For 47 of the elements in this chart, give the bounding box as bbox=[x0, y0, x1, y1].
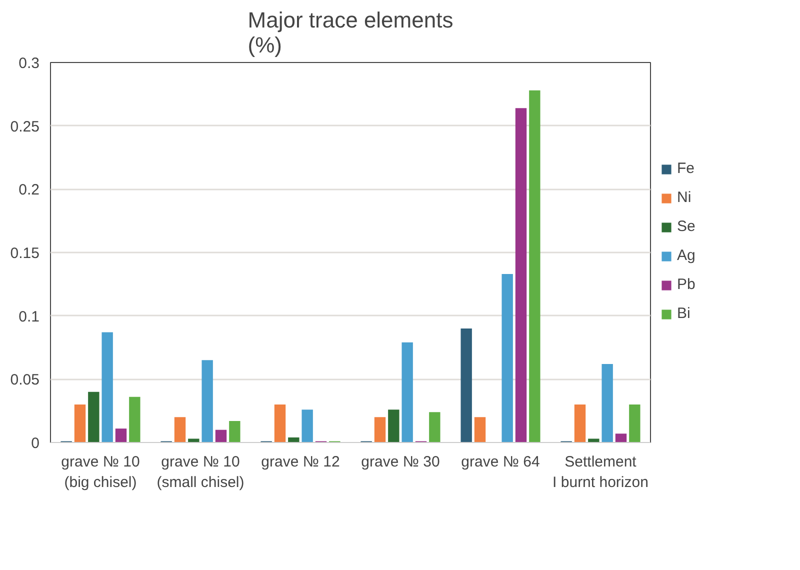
bar bbox=[588, 438, 600, 442]
bar bbox=[615, 434, 627, 442]
y-tick-label: 0.2 bbox=[18, 182, 40, 199]
bar bbox=[202, 360, 213, 442]
x-tick-label: grave № 12 bbox=[261, 454, 340, 470]
bar bbox=[129, 396, 140, 442]
bar bbox=[188, 438, 200, 442]
bar bbox=[629, 404, 640, 442]
legend-label: Ag bbox=[677, 247, 696, 264]
bar bbox=[515, 108, 527, 442]
bar bbox=[529, 90, 540, 442]
bar bbox=[74, 404, 86, 442]
bar bbox=[388, 410, 400, 442]
y-tick-label: 0.15 bbox=[10, 245, 40, 262]
bar bbox=[115, 428, 127, 442]
x-tick-label: grave № 30 bbox=[361, 454, 440, 470]
y-tick-label: 0.3 bbox=[18, 55, 40, 72]
x-tick-label: grave № 10 (small chisel) bbox=[156, 454, 244, 491]
y-tick-label: 0 bbox=[31, 435, 40, 452]
bar bbox=[574, 404, 586, 442]
legend-label: Bi bbox=[677, 305, 692, 322]
y-tick-label: 0.25 bbox=[10, 118, 40, 136]
bar bbox=[274, 404, 286, 442]
bar bbox=[602, 364, 613, 442]
legend-label: Pb bbox=[677, 276, 696, 293]
bar bbox=[215, 430, 227, 442]
chart-title: Major trace elements (%) bbox=[248, 8, 454, 58]
bar bbox=[88, 392, 100, 442]
bar bbox=[174, 417, 186, 442]
legend-label: Ni bbox=[677, 189, 692, 206]
x-tick-label: Settlement I burnt horizon bbox=[552, 454, 648, 491]
bar bbox=[374, 417, 386, 442]
bar bbox=[288, 437, 300, 442]
bar bbox=[102, 332, 113, 442]
bar bbox=[229, 420, 240, 442]
bar bbox=[402, 342, 413, 442]
bar bbox=[474, 417, 486, 442]
bar bbox=[429, 412, 440, 442]
x-tick-label: grave № 10 (big chisel) bbox=[61, 454, 140, 491]
bar bbox=[302, 410, 313, 442]
legend-label: Se bbox=[677, 218, 696, 235]
legend-label: Fe bbox=[677, 160, 696, 177]
x-tick-label: grave № 64 bbox=[461, 454, 540, 470]
y-tick-label: 0.1 bbox=[18, 308, 40, 326]
bar bbox=[460, 328, 472, 442]
y-tick-label: 0.05 bbox=[10, 372, 40, 389]
bar bbox=[502, 274, 513, 442]
